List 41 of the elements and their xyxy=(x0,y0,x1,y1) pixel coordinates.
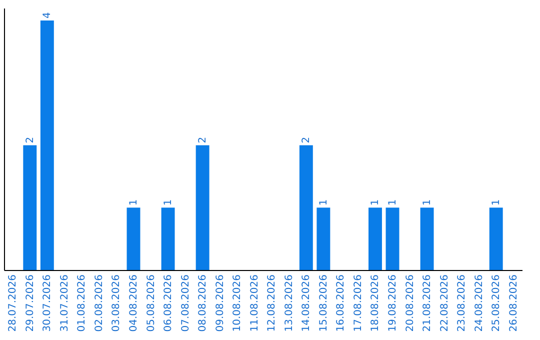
data-label: 2 xyxy=(301,136,312,144)
data-label: 1 xyxy=(388,199,398,206)
x-tick-label: 13.08.2026 xyxy=(284,274,295,332)
x-tick-label: 20.08.2026 xyxy=(404,274,416,332)
x-tick-label: 07.08.2026 xyxy=(180,274,192,332)
data-label: 1 xyxy=(318,199,330,206)
x-tick-label: 10.08.2026 xyxy=(232,274,244,332)
x-tick-label: 19.08.2026 xyxy=(388,274,398,332)
x-tick-label: 30.07.2026 xyxy=(42,274,54,332)
x-tick-label: 17.08.2026 xyxy=(352,274,364,332)
x-tick-label: 05.08.2026 xyxy=(146,274,157,332)
x-tick-label: 28.07.2026 xyxy=(8,274,19,332)
data-label: 1 xyxy=(128,199,140,206)
x-tick-label: 21.08.2026 xyxy=(422,274,434,332)
x-tick-label: 08.08.2026 xyxy=(198,274,209,332)
x-tick-label: 26.08.2026 xyxy=(508,274,520,332)
data-label: 4 xyxy=(42,12,54,18)
x-tick-label: 31.07.2026 xyxy=(59,274,70,332)
data-label: 2 xyxy=(198,136,209,144)
x-tick-label: 06.08.2026 xyxy=(163,274,174,332)
x-tick-label: 14.08.2026 xyxy=(301,274,312,332)
x-tick-label: 24.08.2026 xyxy=(474,274,485,332)
x-tick-label: 09.08.2026 xyxy=(214,274,226,332)
x-tick-label: 29.07.2026 xyxy=(24,274,36,332)
x-tick-label: 25.08.2026 xyxy=(491,274,502,332)
x-tick-label: 03.08.2026 xyxy=(111,274,122,332)
x-tick-label: 01.08.2026 xyxy=(76,274,88,332)
x-tick-label: 18.08.2026 xyxy=(370,274,382,332)
data-label: 2 xyxy=(24,136,36,144)
data-label: 1 xyxy=(370,199,382,206)
data-label: 1 xyxy=(422,199,434,206)
x-tick-label: 16.08.2026 xyxy=(336,274,347,332)
x-tick-label: 12.08.2026 xyxy=(266,274,278,332)
x-tick-label: 15.08.2026 xyxy=(318,274,330,332)
data-label: 1 xyxy=(491,199,502,206)
x-tick-label: 11.08.2026 xyxy=(249,274,260,332)
x-tick-label: 02.08.2026 xyxy=(94,274,105,332)
data-label: 1 xyxy=(163,199,174,206)
x-tick-label: 04.08.2026 xyxy=(128,274,140,332)
x-tick-label: 22.08.2026 xyxy=(439,274,450,332)
x-tick-label: 23.08.2026 xyxy=(456,274,468,332)
